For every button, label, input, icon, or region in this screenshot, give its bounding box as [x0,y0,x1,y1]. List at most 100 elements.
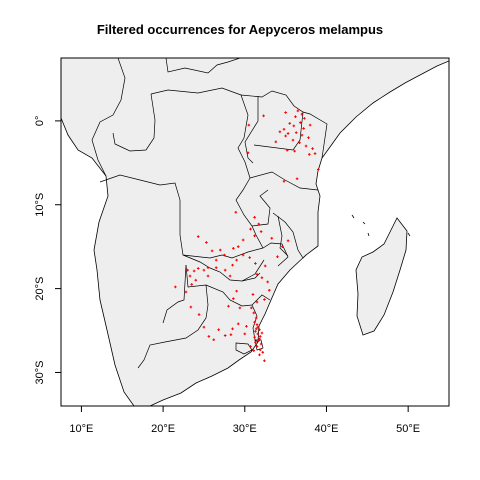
occurrence-point [205,241,208,244]
occurrence-point [228,274,232,278]
occurrence-point [285,148,289,152]
occurrence-point [248,256,251,259]
occurrence-point [196,267,200,270]
occurrence-point [188,274,192,278]
occurrence-point [253,320,256,324]
occurrence-points [174,109,320,363]
occurrence-point [245,325,248,328]
occurrence-point [270,236,274,240]
occurrence-point [303,117,306,120]
occurrence-point [258,353,261,357]
x-tick-label: 50°E [396,423,420,435]
occurrence-point [278,130,282,134]
occurrence-point [196,235,200,238]
occurrence-point [308,153,311,156]
y-tick-label: 20°S [34,277,46,301]
occurrence-point [217,328,220,331]
chart-title: Filtered occurrences for Aepyceros melam… [96,22,384,37]
occurrence-point [249,227,252,231]
occurrence-point [192,269,196,273]
occurrence-point [218,248,222,252]
occurrence-point [231,263,234,267]
occurrence-point [286,132,290,135]
occurrence-point [232,297,235,300]
x-tick-label: 20°E [151,423,175,435]
occurrence-point [214,266,218,269]
y-tick-label: 10°S [34,193,46,217]
occurrence-point [266,280,269,284]
map-panel [61,58,449,406]
occurrence-point [223,334,227,337]
comoros-islands [351,214,411,237]
occurrence-point [308,123,312,127]
occurrence-point [252,349,256,352]
occurrence-point [243,332,247,336]
occurrence-point [259,230,263,233]
occurrence-point [260,331,264,335]
x-tick-label: 30°E [233,423,257,435]
occurrence-point [313,152,317,155]
occurrence-point [288,122,292,125]
occurrence-point [186,268,189,272]
occurrence-point [260,276,264,280]
occurrence-point [259,348,262,352]
occurrence-point [263,264,267,268]
occurrence-point [202,325,206,329]
occurrence-point [254,327,258,331]
occurrence-point [249,345,252,348]
occurrence-point [258,337,261,341]
occurrence-point [210,249,214,253]
occurrence-point [294,115,297,118]
occurrence-point [307,136,310,139]
country-borders [91,58,328,369]
occurrence-point [292,124,296,128]
occurrence-point [235,289,238,293]
occurrence-point [236,245,240,248]
occurrence-point [252,311,256,315]
occurrence-point [232,247,235,250]
occurrence-point [189,305,193,309]
occurrence-point [197,313,201,316]
occurrence-point [300,133,304,137]
occurrence-point [255,300,259,304]
occurrence-point [231,327,234,331]
occurrence-point [246,151,250,155]
occurrence-point [202,268,206,272]
occurrence-point [255,345,259,348]
occurrence-point [284,134,287,138]
occurrence-point [261,351,265,354]
occurrence-point [238,306,242,310]
occurrence-point [304,144,308,148]
occurrence-point [227,304,230,308]
occurrence-point [253,234,256,238]
occurrence-point [254,262,257,265]
occurrence-point [236,322,240,326]
occurrence-point [259,335,262,338]
occurrence-point [284,111,287,114]
occurrence-point [262,114,265,118]
occurrence-point [311,147,314,150]
occurrence-point [241,253,245,257]
occurrence-point [207,335,211,338]
occurrence-point [229,333,233,337]
occurrence-point [254,330,257,333]
occurrence-point [256,325,260,329]
y-axis: 0° 10°S 20°S 30°S [34,116,61,384]
occurrence-point [194,278,198,282]
occurrence-point [251,293,255,296]
occurrence-point [259,342,263,346]
occurrence-point [276,255,279,259]
occurrence-point [281,245,284,248]
occurrence-point [250,306,253,310]
occurrence-point [291,138,295,142]
occurrence-point [206,274,210,278]
occurrence-point [223,253,226,257]
occurrence-point [214,258,218,262]
occurrence-point [282,127,286,131]
occurrence-point [257,222,260,226]
occurrence-point [293,149,296,153]
y-tick-label: 30°S [34,360,46,384]
occurrence-point [254,316,258,320]
occurrence-point [223,268,227,272]
